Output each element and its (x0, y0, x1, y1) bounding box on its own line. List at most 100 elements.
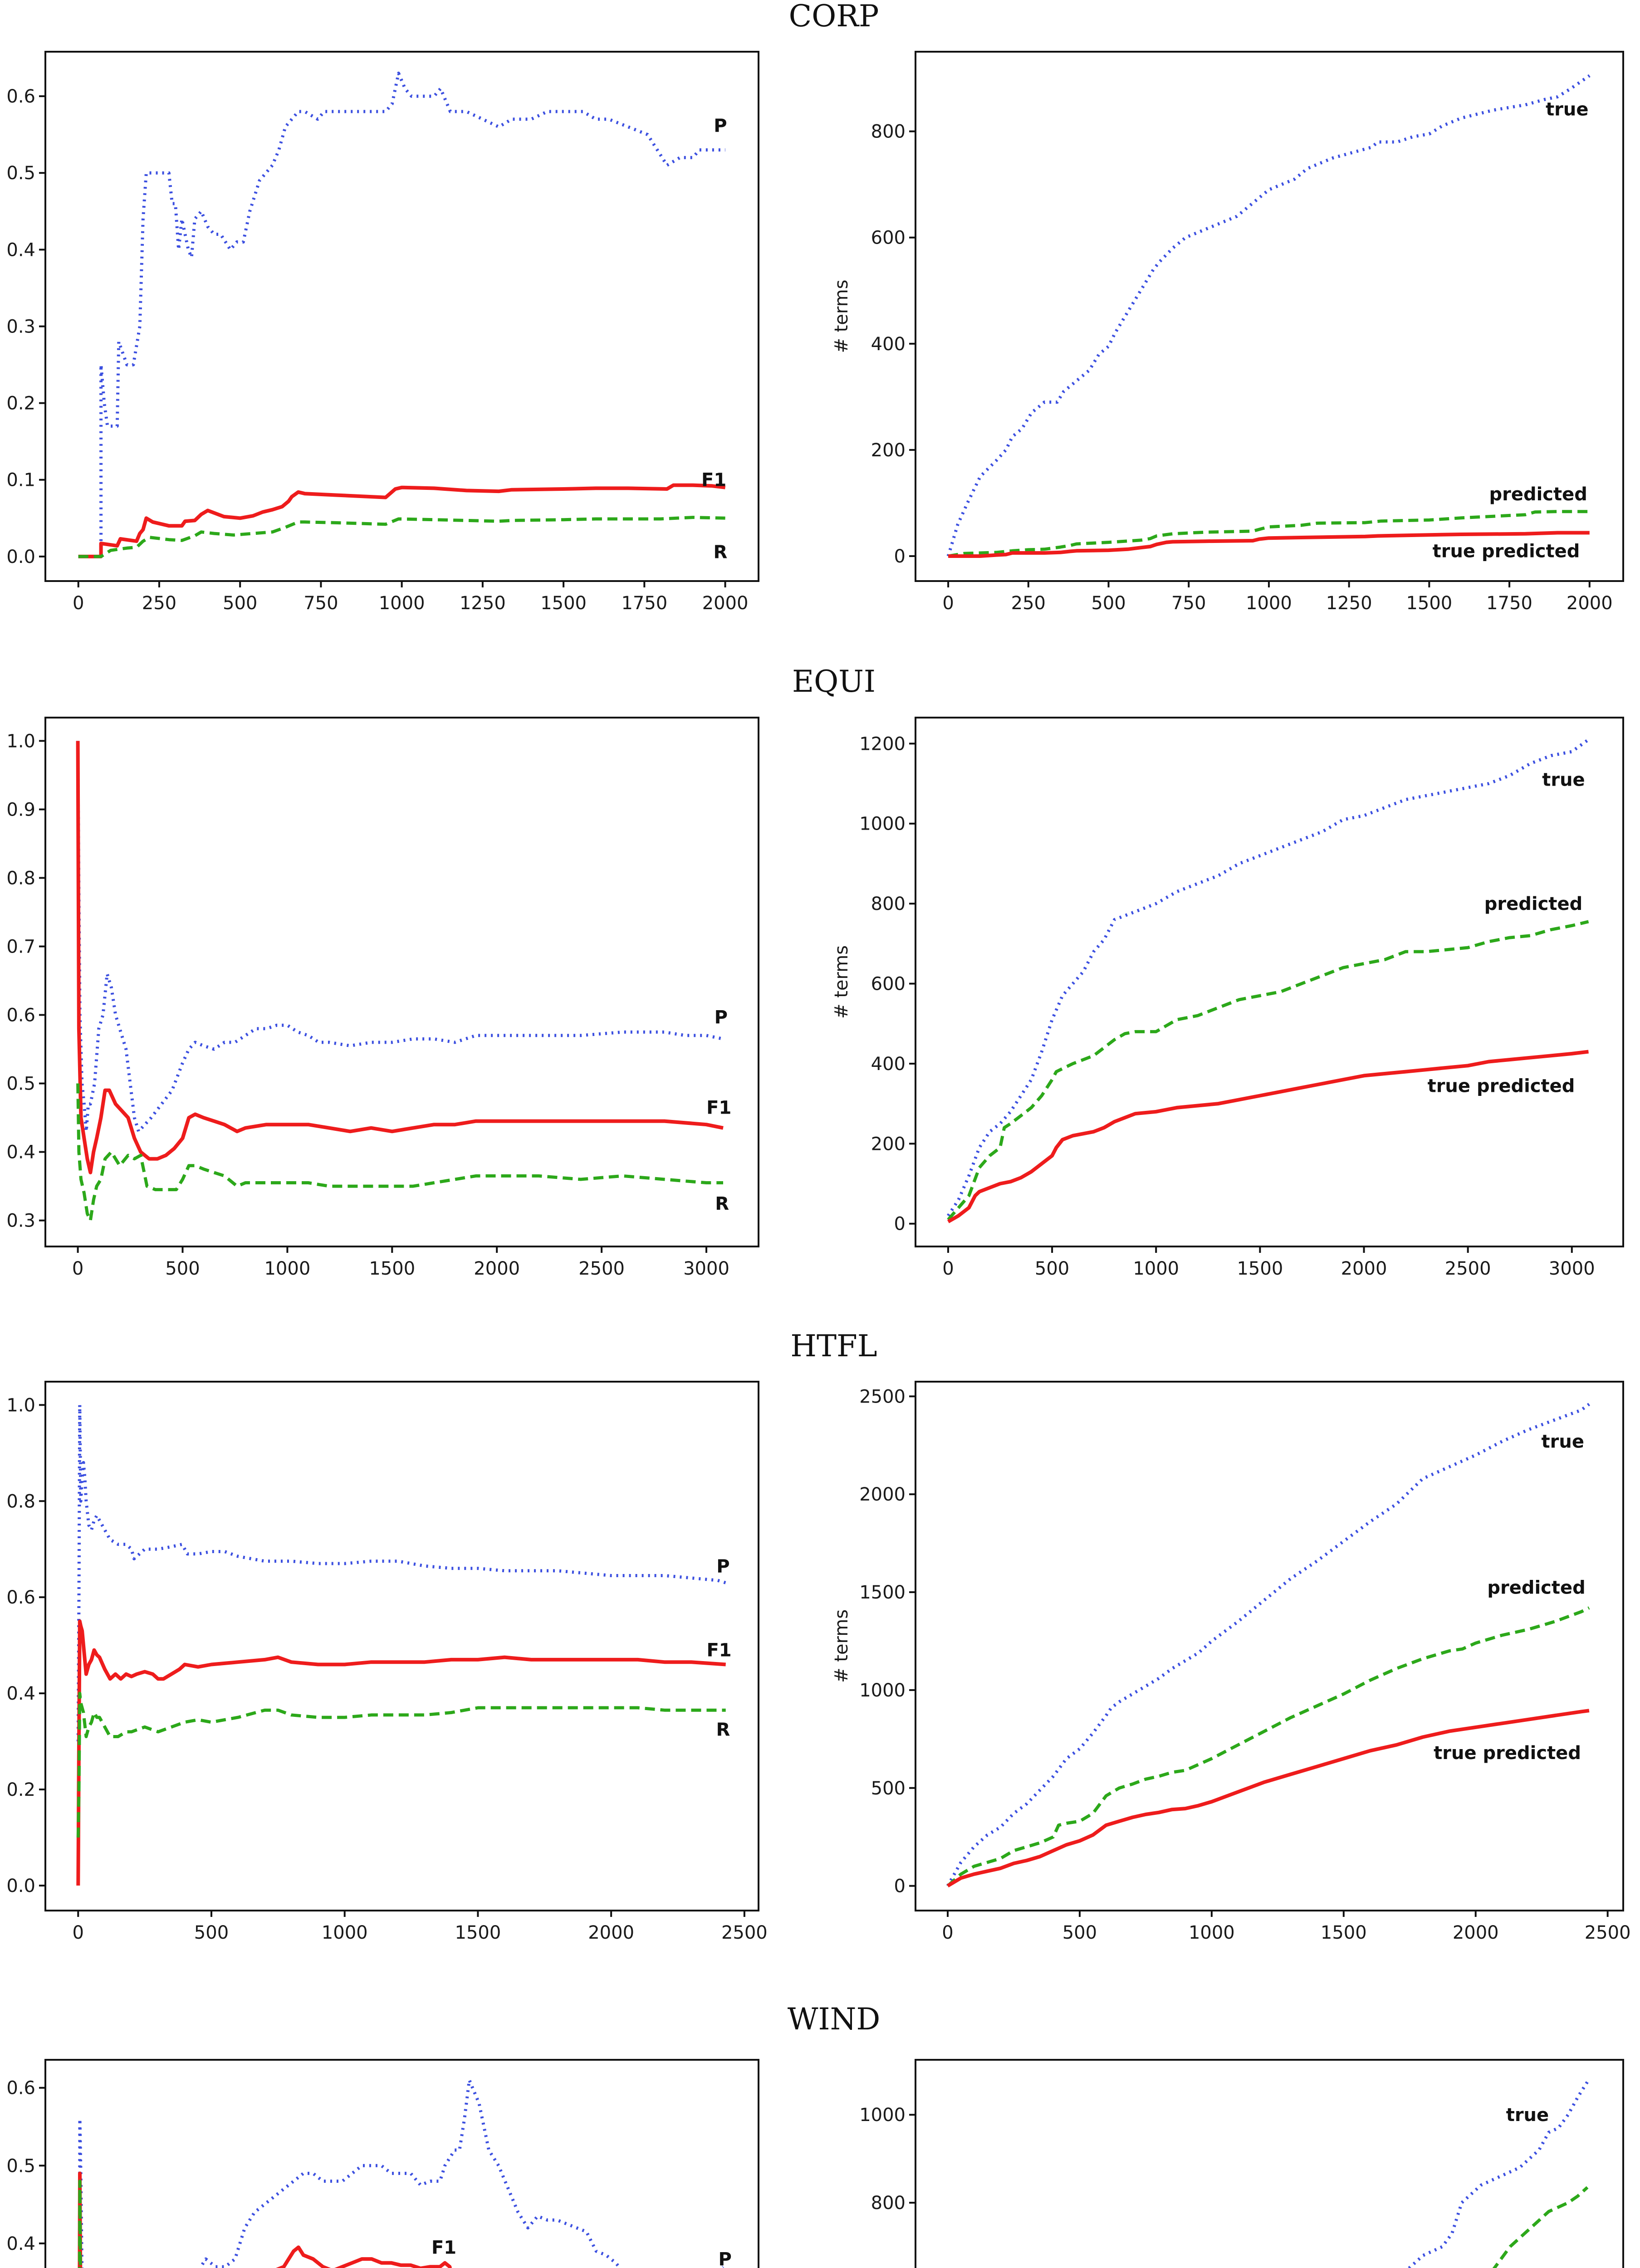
series-label-r: R (715, 1193, 729, 1214)
y-tick-label: 2500 (859, 1386, 906, 1407)
series-line-f1 (78, 2171, 452, 2268)
y-tick-label: 0.2 (6, 393, 35, 414)
series-line-f1 (78, 483, 726, 558)
y-tick-label: 0.6 (6, 2078, 35, 2099)
y-tick-label: 0.9 (6, 799, 35, 820)
x-tick-label: 1750 (621, 593, 667, 614)
y-tick-label: 0.8 (6, 1491, 35, 1512)
panel-equi-terms: 0 500 1000 1500 2000 2500 3000 0 200 400 600 800 100… (831, 717, 1624, 1279)
series-label-f1: F1 (706, 1640, 731, 1661)
x-tick-label: 2500 (578, 1258, 625, 1279)
axes-frame (44, 717, 759, 1247)
y-tick-label: 0.3 (6, 1211, 35, 1232)
y-tick-label: 0.8 (6, 868, 35, 889)
y-tick-label: 1000 (859, 1680, 906, 1701)
y-tick-label: 0.7 (6, 936, 35, 957)
y-tick-label: 0 (894, 546, 906, 567)
x-tick-label: 1500 (540, 593, 587, 614)
series-label-f1: F1 (431, 2237, 456, 2258)
y-tick-label: 0.0 (6, 1876, 35, 1897)
x-tick-label: 2000 (702, 593, 749, 614)
x-tick-label: 2500 (1445, 1258, 1491, 1279)
y-axis-label: # terms (831, 945, 852, 1019)
series-line-r (76, 1691, 726, 1838)
series-line-p (78, 71, 725, 558)
series-label-p: P (716, 1556, 729, 1577)
axes-frame (44, 1381, 759, 1911)
series-line-true-predicted (947, 1050, 1589, 1223)
x-tick-label: 1000 (379, 593, 425, 614)
y-tick-label: 0.2 (6, 1779, 35, 1800)
series-line-p (76, 741, 724, 1133)
series-line-predicted (1492, 2186, 1589, 2268)
x-tick-label: 750 (304, 593, 338, 614)
series-label-true: true (1546, 99, 1588, 120)
panel-corp-metrics: 0 250 500 750 1000 1250 1500 1750 2000 0.0 0.1 0.2 0… (6, 51, 759, 614)
series-line-true (1407, 2081, 1589, 2268)
axes-frame (44, 51, 759, 582)
x-tick-label: 0 (73, 1922, 84, 1943)
panel-wind-metrics: 01000200030004000500060000.00.10.20.30.4… (6, 2059, 759, 2268)
series-line-predicted (947, 920, 1589, 1221)
y-axis-label: # terms (831, 1609, 852, 1683)
y-tick-label: 0.1 (6, 470, 35, 491)
x-tick-label: 2000 (474, 1258, 520, 1279)
x-tick-label: 500 (194, 1922, 229, 1943)
y-tick-label: 500 (871, 1778, 906, 1799)
x-tick-label: 1750 (1486, 593, 1532, 614)
y-tick-label: 0.6 (6, 1005, 35, 1026)
series-label-predicted: predicted (1489, 484, 1587, 505)
x-tick-label: 1250 (1326, 593, 1372, 614)
y-tick-label: 0 (894, 1214, 906, 1235)
x-tick-label: 1000 (322, 1922, 368, 1943)
y-tick-label: 0.6 (6, 86, 35, 107)
y-tick-label: 2000 (859, 1484, 906, 1505)
series-line-r (78, 516, 725, 558)
x-tick-label: 500 (1035, 1258, 1069, 1279)
x-tick-label: 1000 (1246, 593, 1292, 614)
series-label-f1: F1 (701, 470, 726, 491)
x-tick-label: 0 (73, 593, 84, 614)
series-label-r: R (713, 542, 727, 563)
x-tick-label: 500 (1062, 1922, 1097, 1943)
series-label-predicted: predicted (1484, 894, 1582, 914)
axes-frame (915, 2059, 1624, 2268)
panel-wind-terms: 0100020003000400050006000020040060080010… (859, 2059, 1624, 2268)
y-tick-label: 1.0 (6, 1395, 35, 1416)
y-tick-label: 0.3 (6, 316, 35, 337)
x-tick-label: 2000 (1341, 1258, 1387, 1279)
series-line-true (947, 738, 1590, 1217)
y-tick-label: 800 (871, 122, 906, 142)
series-line-r (78, 2180, 82, 2268)
y-tick-label: 0.4 (6, 1142, 35, 1163)
y-tick-label: 0.0 (6, 547, 35, 567)
axes-frame (915, 717, 1624, 1247)
series-label-f1: F1 (706, 1097, 731, 1118)
x-tick-label: 250 (1011, 593, 1046, 614)
series-line-r (76, 1083, 723, 1222)
series-label-r: R (716, 1720, 730, 1740)
row-title-htfl: HTFL (790, 1329, 877, 1364)
panel-corp-terms: 0 250 500 750 1000 1250 1500 1750 2000 0 200 400 600… (831, 51, 1624, 614)
panel-htfl-terms: 0 500 1000 1500 2000 2500 0 500 1000 1500 2000 2500… (831, 1381, 1631, 1943)
series-label-true: true (1542, 1432, 1584, 1452)
x-tick-label: 2000 (1453, 1922, 1499, 1943)
y-tick-label: 0.6 (6, 1587, 35, 1608)
panel-htfl-metrics: 0 500 1000 1500 2000 2500 0.0 0.2 0.4 0.6 0.8 1.0 P F… (6, 1381, 768, 1943)
x-tick-label: 750 (1171, 593, 1206, 614)
y-tick-label: 200 (871, 440, 906, 461)
series-line-f1 (76, 1619, 726, 1886)
x-tick-label: 0 (942, 593, 954, 614)
x-tick-label: 1250 (460, 593, 506, 614)
x-tick-label: 0 (942, 1922, 953, 1943)
x-tick-label: 0 (72, 1258, 83, 1279)
row-title-corp: CORP (789, 0, 879, 34)
x-tick-label: 1000 (1133, 1258, 1179, 1279)
axes-frame (44, 2059, 759, 2268)
series-label-true-predicted: true predicted (1428, 1075, 1575, 1096)
series-label-p: P (714, 115, 727, 136)
x-tick-label: 1500 (455, 1922, 501, 1943)
y-tick-label: 400 (871, 1054, 906, 1075)
y-tick-label: 0.5 (6, 2156, 35, 2176)
